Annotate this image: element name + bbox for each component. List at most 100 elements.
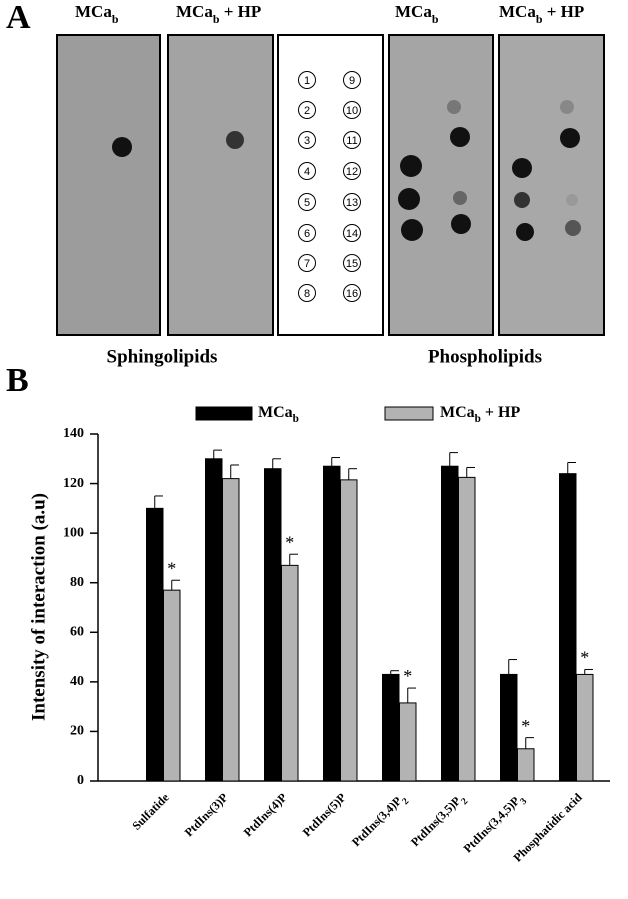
spot-number: 13 bbox=[346, 197, 358, 209]
spot-number: 14 bbox=[346, 228, 358, 240]
label-text: PtdIns(3,4,5)P bbox=[460, 794, 522, 856]
label-sub: b bbox=[112, 12, 119, 26]
bar bbox=[222, 478, 240, 782]
spot-circle bbox=[298, 162, 316, 180]
x-tick-label: Sulfatide bbox=[129, 790, 172, 833]
spot-circle bbox=[343, 193, 361, 211]
spot-number: 6 bbox=[304, 228, 310, 240]
spot-number: 3 bbox=[304, 135, 310, 147]
dot bbox=[447, 100, 461, 114]
blot bbox=[167, 34, 274, 336]
label-sub: b bbox=[293, 413, 299, 425]
dot bbox=[512, 158, 532, 178]
y-tick-label: 20 bbox=[70, 724, 84, 739]
y-tick-label: 80 bbox=[70, 575, 84, 590]
dot bbox=[112, 137, 132, 157]
bar bbox=[264, 468, 282, 782]
y-tick-label: 140 bbox=[63, 426, 84, 441]
column-header: MCab bbox=[75, 2, 119, 26]
spot-circle bbox=[343, 254, 361, 272]
column-header: MCab + HP bbox=[176, 2, 261, 26]
blot bbox=[498, 34, 605, 336]
y-tick-label: 40 bbox=[70, 674, 84, 689]
column-header: MCab + HP bbox=[499, 2, 584, 26]
spot-circle bbox=[298, 193, 316, 211]
label-suffix: + HP bbox=[481, 404, 521, 421]
spot-number: 10 bbox=[346, 105, 358, 117]
spot-circle bbox=[298, 284, 316, 302]
spot-circle bbox=[343, 71, 361, 89]
label-text: Sulfatide bbox=[129, 790, 172, 833]
label-text: PtdIns(4)P bbox=[241, 790, 290, 839]
spot-number: 11 bbox=[346, 135, 357, 147]
legend-label: MCab bbox=[258, 404, 299, 425]
blot bbox=[56, 34, 161, 336]
spot-circle bbox=[298, 224, 316, 242]
label-text: PtdIns(3)P bbox=[182, 790, 231, 839]
dot bbox=[560, 100, 574, 114]
spot-circle bbox=[343, 131, 361, 149]
dot bbox=[565, 220, 581, 236]
spot-key bbox=[277, 34, 384, 336]
bar bbox=[323, 465, 341, 782]
label-sub: 2 bbox=[459, 796, 470, 807]
group-label: Sphingolipids bbox=[107, 346, 218, 367]
dot bbox=[560, 128, 580, 148]
bar bbox=[399, 702, 417, 782]
spot-circle bbox=[343, 162, 361, 180]
y-tick-label: 60 bbox=[70, 625, 84, 640]
spot-number: 5 bbox=[304, 197, 310, 209]
dot bbox=[450, 127, 470, 147]
label-text: PtdIns(5)P bbox=[300, 790, 349, 839]
dot bbox=[398, 188, 420, 210]
bar bbox=[281, 564, 299, 782]
significance-mark: * bbox=[403, 666, 412, 686]
spot-number: 1 bbox=[304, 75, 310, 87]
spot-circle bbox=[343, 224, 361, 242]
label-sub: b bbox=[213, 12, 220, 26]
dots bbox=[112, 100, 581, 241]
dot bbox=[516, 223, 534, 241]
spot-number: 15 bbox=[346, 258, 358, 270]
bar bbox=[146, 507, 164, 782]
spot-circle bbox=[298, 101, 316, 119]
bar bbox=[458, 476, 476, 782]
spot-circle bbox=[298, 254, 316, 272]
label-text: MCa bbox=[258, 404, 293, 421]
label-suffix: + HP bbox=[219, 2, 261, 21]
x-tick-label: PtdIns(5)P bbox=[300, 790, 349, 839]
legend-label: MCab + HP bbox=[440, 404, 520, 425]
label-suffix: + HP bbox=[542, 2, 584, 21]
dot bbox=[514, 192, 530, 208]
panel-label: B bbox=[6, 362, 29, 399]
spot-circle bbox=[343, 101, 361, 119]
spot-number: 7 bbox=[304, 258, 310, 270]
spot-number: 8 bbox=[304, 288, 310, 300]
bar bbox=[517, 748, 535, 782]
y-tick-label: 0 bbox=[77, 773, 84, 788]
bar bbox=[576, 673, 594, 782]
label-text: MCa bbox=[499, 2, 536, 21]
dot bbox=[566, 194, 578, 206]
spot-number: 12 bbox=[346, 166, 358, 178]
dot bbox=[401, 219, 423, 241]
dot bbox=[226, 131, 244, 149]
spot-number: 16 bbox=[346, 288, 358, 300]
blots bbox=[56, 34, 605, 336]
dot bbox=[400, 155, 422, 177]
y-tick-label: 120 bbox=[63, 476, 84, 491]
dot bbox=[451, 214, 471, 234]
group-label: Phospholipids bbox=[428, 346, 542, 367]
label-text: PtdIns(3,5)P bbox=[408, 794, 463, 849]
dot bbox=[453, 191, 467, 205]
significance-mark: * bbox=[521, 716, 530, 736]
bar bbox=[382, 673, 400, 782]
legend-swatch bbox=[195, 406, 253, 421]
label-text: PtdIns(3,4)P bbox=[349, 794, 404, 849]
bar bbox=[500, 673, 518, 782]
spot-circle bbox=[298, 71, 316, 89]
label-sub: 3 bbox=[518, 796, 529, 807]
label-sub: 2 bbox=[400, 796, 411, 807]
significance-mark: * bbox=[580, 648, 589, 668]
